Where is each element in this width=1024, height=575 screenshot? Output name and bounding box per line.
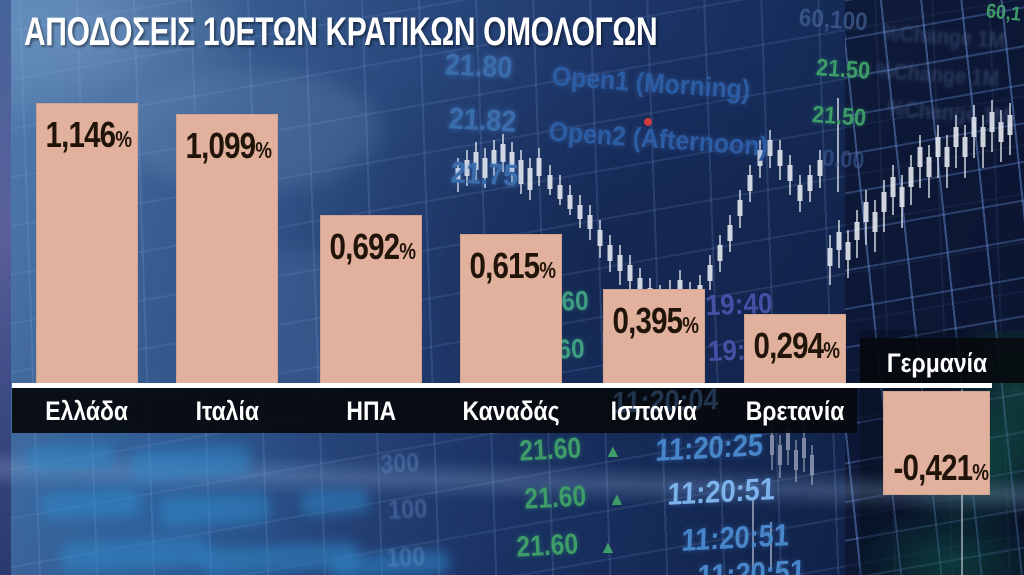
bg-row-time: 11:20:51	[680, 517, 790, 558]
chart-bar-2: 1,099%	[176, 114, 278, 387]
bg-row-price: 21.60	[515, 528, 579, 564]
baseline-axis	[12, 383, 992, 388]
bg-number-green: 21.50	[815, 54, 871, 85]
chart-bar-5: 0,395%	[603, 289, 705, 387]
bar-value: 0,615%	[460, 245, 562, 287]
percent-sign: %	[115, 126, 133, 152]
bg-row-time: 11:20:25	[654, 427, 764, 468]
percent-sign: %	[399, 238, 417, 264]
germany-label-band	[860, 338, 1024, 383]
bg-row-price: 21.60	[523, 480, 587, 516]
bg-number-green: 60,1	[984, 0, 1023, 26]
bar-value-number: 0,395	[612, 300, 683, 341]
bg-price: 21.82	[447, 102, 518, 139]
background-edge-strip	[0, 0, 11, 575]
bar-value: 1,146%	[36, 114, 138, 156]
bg-number-teal: 60	[560, 285, 590, 317]
bar-value-number: 1,146	[45, 114, 116, 155]
bar-value-number: 0,692	[329, 226, 400, 267]
bar-value: 0,395%	[603, 300, 705, 342]
up-arrow-icon: ▲	[604, 441, 622, 461]
percent-sign: %	[823, 337, 841, 363]
up-arrow-icon: ▲	[608, 489, 626, 509]
bg-faint-number: 100	[385, 540, 426, 574]
bar-value-number: -0,421	[893, 447, 973, 488]
bg-number-green: 21.50	[811, 101, 867, 132]
percent-sign: %	[972, 459, 990, 485]
chart-bar-1: 1,146%	[36, 103, 138, 387]
bg-price: 21.75	[449, 156, 520, 193]
bar-value: -0,421%	[883, 447, 990, 489]
chart-bar-6: 0,294%	[744, 314, 846, 387]
bg-faint-number: 300	[379, 446, 420, 480]
chart-bar-7: -0,421%	[883, 391, 990, 495]
bg-row-price: 21.60	[518, 432, 582, 468]
up-arrow-icon: ▲	[599, 537, 617, 557]
bar-value-number: 0,615	[469, 245, 540, 286]
bar-value-number: 0,294	[753, 325, 824, 366]
category-label-band	[12, 388, 857, 433]
red-dot-marker	[644, 118, 652, 126]
bar-value-number: 1,099	[185, 125, 256, 166]
chart-bar-4: 0,615%	[460, 234, 562, 387]
chart-title-text: ΑΠΟΔΟΣΕΙΣ 10ΕΤΩΝ ΚΡΑΤΙΚΩΝ ΟΜΟΛΟΓΩΝ	[24, 10, 658, 54]
percent-sign: %	[255, 137, 273, 163]
bar-value: 0,294%	[744, 325, 846, 367]
bar-value: 0,692%	[320, 226, 422, 268]
percent-sign: %	[539, 257, 557, 283]
chart-title: ΑΠΟΔΟΣΕΙΣ 10ΕΤΩΝ ΚΡΑΤΙΚΩΝ ΟΜΟΛΟΓΩΝ	[24, 10, 868, 55]
chart-bar-3: 0,692%	[320, 215, 422, 387]
bg-number: 0.00	[821, 144, 866, 175]
percent-sign: %	[682, 312, 700, 338]
bar-value: 1,099%	[176, 125, 278, 167]
bg-ghost-time: 11:20:04	[611, 383, 720, 420]
bg-row-time: 11:20:51	[666, 471, 776, 512]
bg-faint-number: 100	[387, 492, 428, 526]
